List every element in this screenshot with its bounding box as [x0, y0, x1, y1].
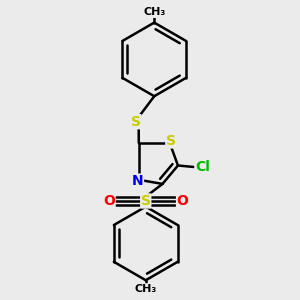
Text: CH₃: CH₃ [143, 8, 165, 17]
Text: Cl: Cl [195, 160, 210, 174]
Text: O: O [103, 194, 115, 208]
Text: S: S [141, 194, 151, 208]
Text: O: O [177, 194, 188, 208]
Text: S: S [166, 134, 176, 148]
Text: S: S [131, 115, 141, 129]
Text: CH₃: CH₃ [135, 284, 157, 294]
Text: N: N [132, 174, 143, 188]
